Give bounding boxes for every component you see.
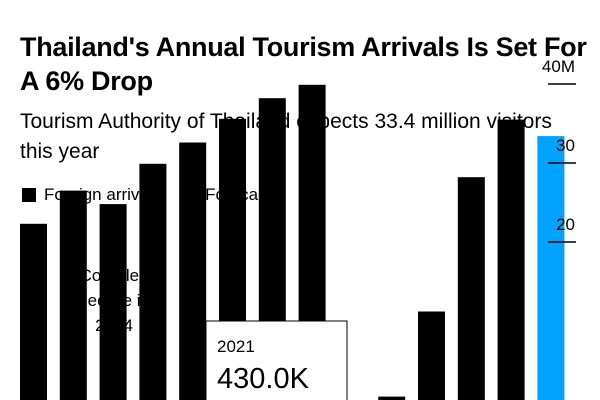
bar-2024 [497,119,525,400]
tooltip-box [205,320,348,400]
tooltip-value: 430.0K [217,363,310,395]
y-tick-label-20: 20 [556,215,575,234]
chart-title: Thailand's Annual Tourism Arrivals Is Se… [20,32,587,96]
y-tick-label-40: 40M [542,57,575,76]
chart-subtitle: Tourism Authority of Thailand expects 33… [20,110,552,163]
bar-2021 [378,396,406,400]
annotation-line-1: Coup-led [80,266,149,285]
bar-2022 [418,311,445,400]
bar-2012 [20,223,47,400]
bar-2015 [139,163,167,400]
bar-2016 [179,142,207,400]
bar-2013 [59,190,87,400]
y-tick-label-30: 30 [556,136,575,155]
bar-2023 [457,177,485,400]
bar-2014 [99,204,127,400]
annotation-line-3: 2014 [95,316,133,335]
legend-swatch-foreign [22,188,36,202]
annotation-line-2: decline in [78,291,150,310]
tooltip-label: 2021 [217,337,255,356]
forecast-bar-2025 [537,136,565,400]
